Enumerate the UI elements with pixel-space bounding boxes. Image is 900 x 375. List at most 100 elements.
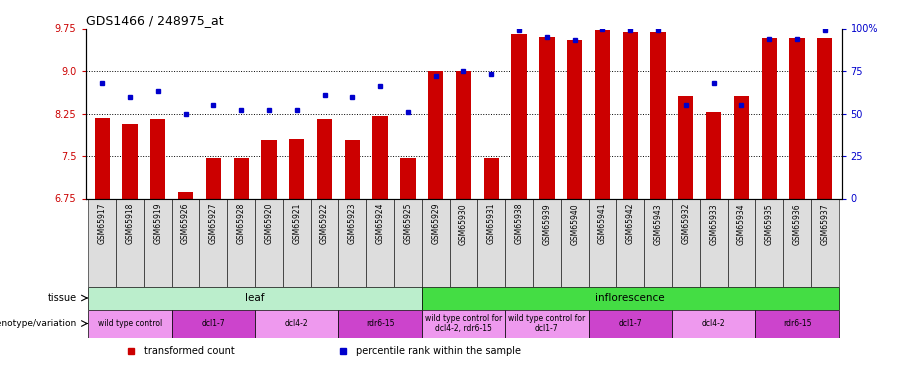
Text: GSM65933: GSM65933 (709, 203, 718, 244)
Bar (88, 286, 422, 309)
Text: GSM65936: GSM65936 (793, 203, 802, 244)
Bar (505, 309, 589, 338)
Bar (477, 198, 505, 286)
Text: dcl1-7: dcl1-7 (202, 319, 225, 328)
Text: GSM65943: GSM65943 (653, 203, 662, 244)
Text: GDS1466 / 248975_at: GDS1466 / 248975_at (86, 14, 223, 27)
Text: GSM65921: GSM65921 (292, 203, 302, 244)
Bar (706, 112, 721, 198)
Text: wild type control: wild type control (98, 319, 162, 328)
Bar (366, 198, 394, 286)
Bar (755, 198, 783, 286)
Bar (400, 158, 416, 198)
Bar (817, 38, 833, 198)
Text: GSM65922: GSM65922 (320, 203, 329, 244)
Bar (727, 198, 755, 286)
Text: GSM65919: GSM65919 (153, 203, 162, 244)
Bar (283, 198, 310, 286)
Bar (567, 40, 582, 198)
Text: GSM65937: GSM65937 (820, 203, 829, 244)
Bar (789, 38, 805, 198)
Bar (616, 198, 644, 286)
Bar (422, 198, 450, 286)
Text: genotype/variation: genotype/variation (0, 319, 76, 328)
Text: GSM65929: GSM65929 (431, 203, 440, 244)
Bar (394, 198, 422, 286)
Bar (233, 158, 248, 198)
Bar (539, 37, 554, 198)
Bar (255, 309, 338, 338)
Text: leaf: leaf (246, 293, 265, 303)
Text: percentile rank within the sample: percentile rank within the sample (356, 346, 521, 356)
Text: GSM65940: GSM65940 (571, 203, 580, 244)
Text: GSM65923: GSM65923 (347, 203, 356, 244)
Text: inflorescence: inflorescence (596, 293, 665, 303)
Text: transformed count: transformed count (145, 346, 235, 356)
Bar (172, 309, 255, 338)
Bar (783, 198, 811, 286)
Text: GSM65924: GSM65924 (375, 203, 384, 244)
Text: GSM65935: GSM65935 (765, 203, 774, 244)
Text: tissue: tissue (48, 293, 76, 303)
Bar (811, 198, 839, 286)
Bar (317, 118, 332, 198)
Bar (373, 116, 388, 198)
Bar (761, 38, 777, 198)
Text: GSM65939: GSM65939 (543, 203, 552, 244)
Bar (511, 34, 526, 198)
Text: GSM65942: GSM65942 (626, 203, 634, 244)
Bar (450, 198, 477, 286)
Text: wild type control for
dcl4-2, rdr6-15: wild type control for dcl4-2, rdr6-15 (425, 314, 502, 333)
Bar (428, 71, 444, 198)
Bar (651, 33, 666, 198)
Text: GSM65931: GSM65931 (487, 203, 496, 244)
Bar (178, 192, 194, 198)
Text: GSM65927: GSM65927 (209, 203, 218, 244)
Bar (122, 124, 138, 198)
Bar (338, 198, 366, 286)
Text: GSM65938: GSM65938 (515, 203, 524, 244)
Text: GSM65941: GSM65941 (598, 203, 607, 244)
Text: GSM65928: GSM65928 (237, 203, 246, 244)
Bar (172, 198, 200, 286)
Text: GSM65926: GSM65926 (181, 203, 190, 244)
Bar (289, 139, 304, 198)
Text: dcl4-2: dcl4-2 (702, 319, 725, 328)
Bar (483, 158, 499, 198)
Text: wild type control for
dcl1-7: wild type control for dcl1-7 (508, 314, 586, 333)
Bar (310, 198, 338, 286)
Bar (699, 198, 727, 286)
Text: GSM65934: GSM65934 (737, 203, 746, 244)
Bar (227, 198, 255, 286)
Text: rdr6-15: rdr6-15 (783, 319, 811, 328)
Bar (533, 198, 561, 286)
Text: dcl4-2: dcl4-2 (285, 319, 309, 328)
Text: rdr6-15: rdr6-15 (366, 319, 394, 328)
Bar (88, 309, 172, 338)
Bar (345, 140, 360, 198)
Bar (88, 198, 116, 286)
Bar (94, 118, 110, 198)
Text: GSM65918: GSM65918 (125, 203, 134, 244)
Bar (623, 33, 638, 198)
Bar (206, 158, 221, 198)
Bar (144, 198, 172, 286)
Bar (150, 118, 166, 198)
Bar (255, 198, 283, 286)
Bar (422, 309, 505, 338)
Text: GSM65932: GSM65932 (681, 203, 690, 244)
Bar (456, 71, 471, 198)
Bar (561, 198, 589, 286)
Text: GSM65917: GSM65917 (98, 203, 107, 244)
Bar (679, 96, 694, 198)
Bar (116, 198, 144, 286)
Bar (338, 309, 422, 338)
Text: GSM65925: GSM65925 (403, 203, 412, 244)
Bar (755, 309, 839, 338)
Bar (595, 30, 610, 198)
Bar (644, 198, 672, 286)
Bar (589, 309, 672, 338)
Bar (422, 286, 839, 309)
Bar (734, 96, 749, 198)
Text: GSM65930: GSM65930 (459, 203, 468, 244)
